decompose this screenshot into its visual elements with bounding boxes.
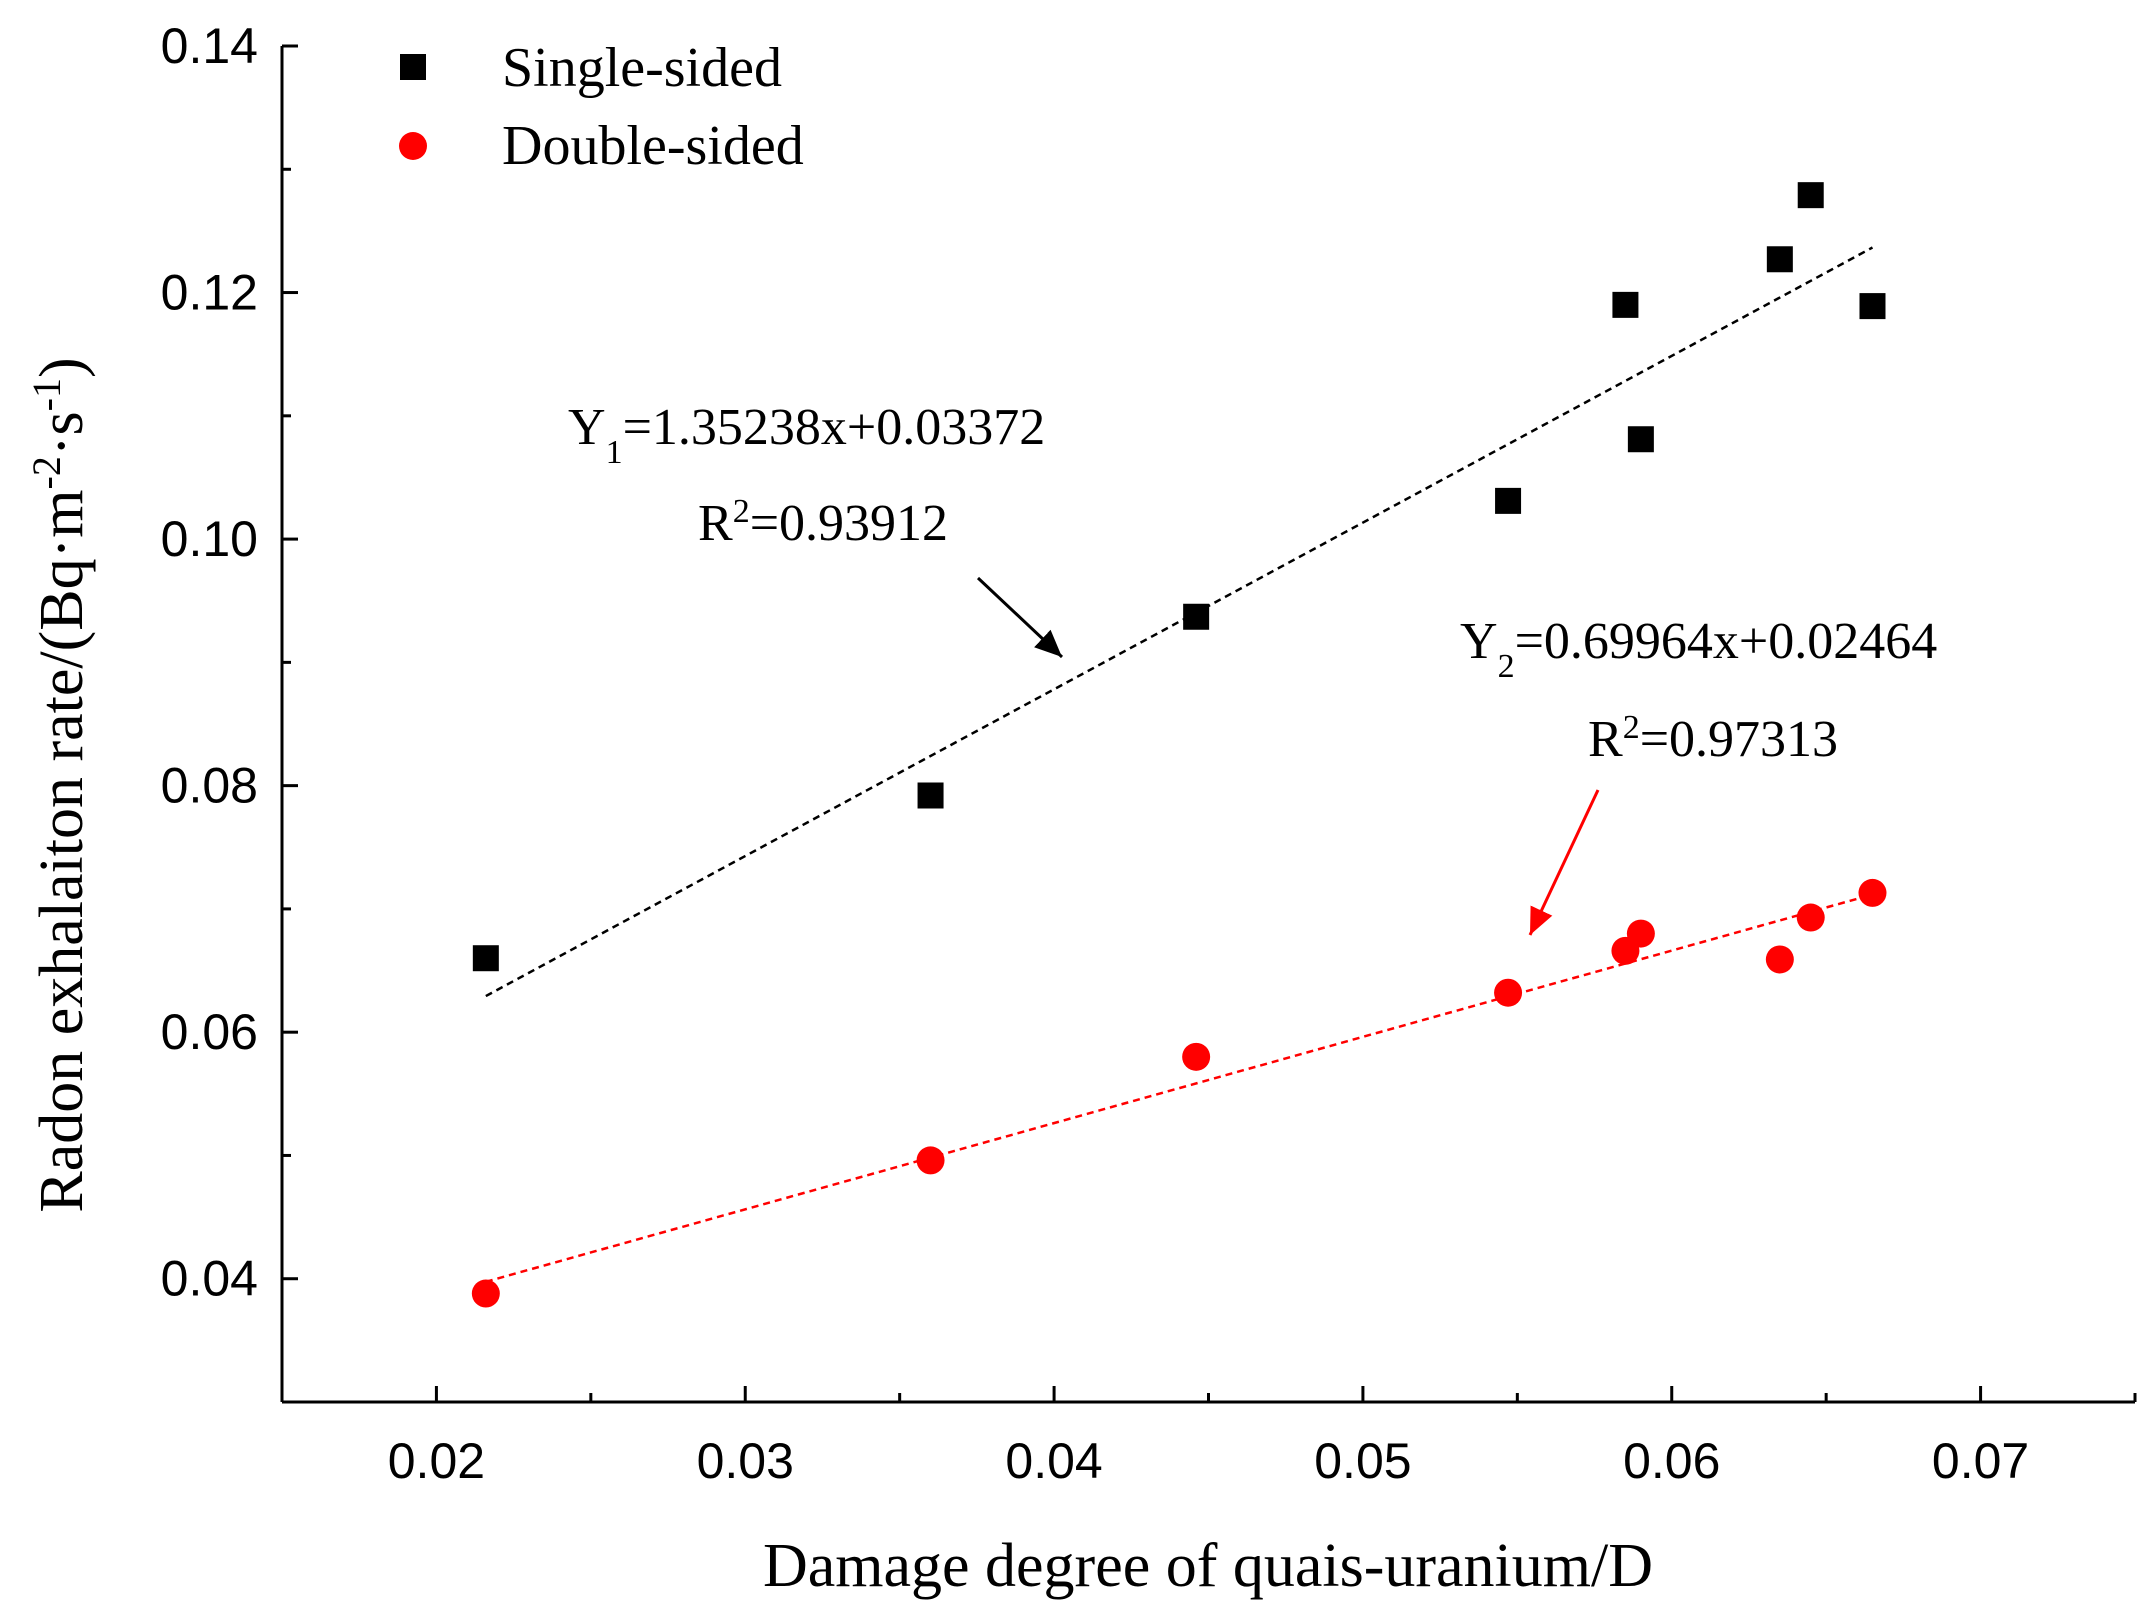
data-point-single-sided-3	[1495, 487, 1522, 514]
y-tick-label-2: 0.08	[161, 758, 258, 814]
data-point-single-sided-0	[472, 945, 499, 972]
data-point-double-sided-3	[1494, 978, 1523, 1007]
trend-lines	[485, 246, 1874, 1283]
data-point-double-sided-8	[1858, 878, 1887, 907]
data-point-single-sided-4	[1612, 291, 1639, 318]
data-point-single-sided-2	[1183, 603, 1210, 630]
annotation-double-sided: Y2=0.69964x+0.02464 R2=0.97313	[1460, 613, 1937, 936]
x-tick-label-5: 0.07	[1932, 1433, 2029, 1489]
x-tick-label-1: 0.03	[697, 1433, 794, 1489]
r-squared-double-sided: R2=0.97313	[1588, 709, 1838, 769]
data-point-double-sided-6	[1765, 945, 1794, 974]
x-tick-label-2: 0.04	[1005, 1433, 1102, 1489]
equation-single-sided: Y1=1.35238x+0.03372	[568, 399, 1045, 471]
axes: 0.04 0.06 0.08 0.10 0.12 0.14 0.02 0.03 0.04 0.05…	[161, 18, 2137, 1489]
data-point-double-sided-1	[916, 1146, 945, 1175]
x-tick-label-0: 0.02	[388, 1433, 485, 1489]
legend-label-single-sided: Single-sided	[502, 37, 782, 99]
x-tick-label-4: 0.06	[1623, 1433, 1720, 1489]
y-tick-label-0: 0.04	[161, 1251, 258, 1307]
data-point-single-sided-5	[1627, 426, 1654, 453]
y-tick-label-3: 0.10	[161, 511, 258, 567]
x-axis-title: Damage degree of quais-uranium/D	[763, 1532, 1653, 1600]
data-point-double-sided-5	[1626, 919, 1655, 948]
data-point-single-sided-8	[1859, 293, 1886, 320]
y-tick-label-4: 0.12	[161, 265, 258, 321]
annotation-arrow-single-sided	[976, 576, 1064, 659]
data-point-single-sided-1	[917, 782, 944, 809]
y-tick-label-1: 0.06	[161, 1004, 258, 1060]
data-point-double-sided-2	[1182, 1042, 1211, 1071]
annotation-arrow-double-sided	[1528, 789, 1600, 936]
annotation-single-sided: Y1=1.35238x+0.03372 R2=0.93912	[568, 399, 1064, 659]
data-point-double-sided-7	[1796, 903, 1825, 932]
y-tick-label-5: 0.14	[161, 18, 258, 74]
equation-double-sided: Y2=0.69964x+0.02464	[1460, 613, 1937, 685]
x-tick-label-3: 0.05	[1314, 1433, 1411, 1489]
y-axis-title: Radon exhalaiton rate/(Bq·m-2·s-1)	[24, 357, 97, 1212]
legend-marker-double-sided	[399, 132, 427, 160]
trend-line-single-sided	[485, 246, 1874, 998]
legend: Single-sided Double-sided	[399, 37, 804, 177]
r-squared-single-sided: R2=0.93912	[698, 493, 948, 553]
legend-label-double-sided: Double-sided	[502, 115, 804, 177]
data-point-double-sided-0	[471, 1279, 500, 1308]
legend-marker-single-sided	[400, 54, 426, 80]
data-point-single-sided-7	[1797, 182, 1824, 209]
data-points	[471, 182, 1887, 1308]
trend-line-double-sided	[485, 893, 1873, 1283]
data-point-single-sided-6	[1766, 246, 1793, 273]
